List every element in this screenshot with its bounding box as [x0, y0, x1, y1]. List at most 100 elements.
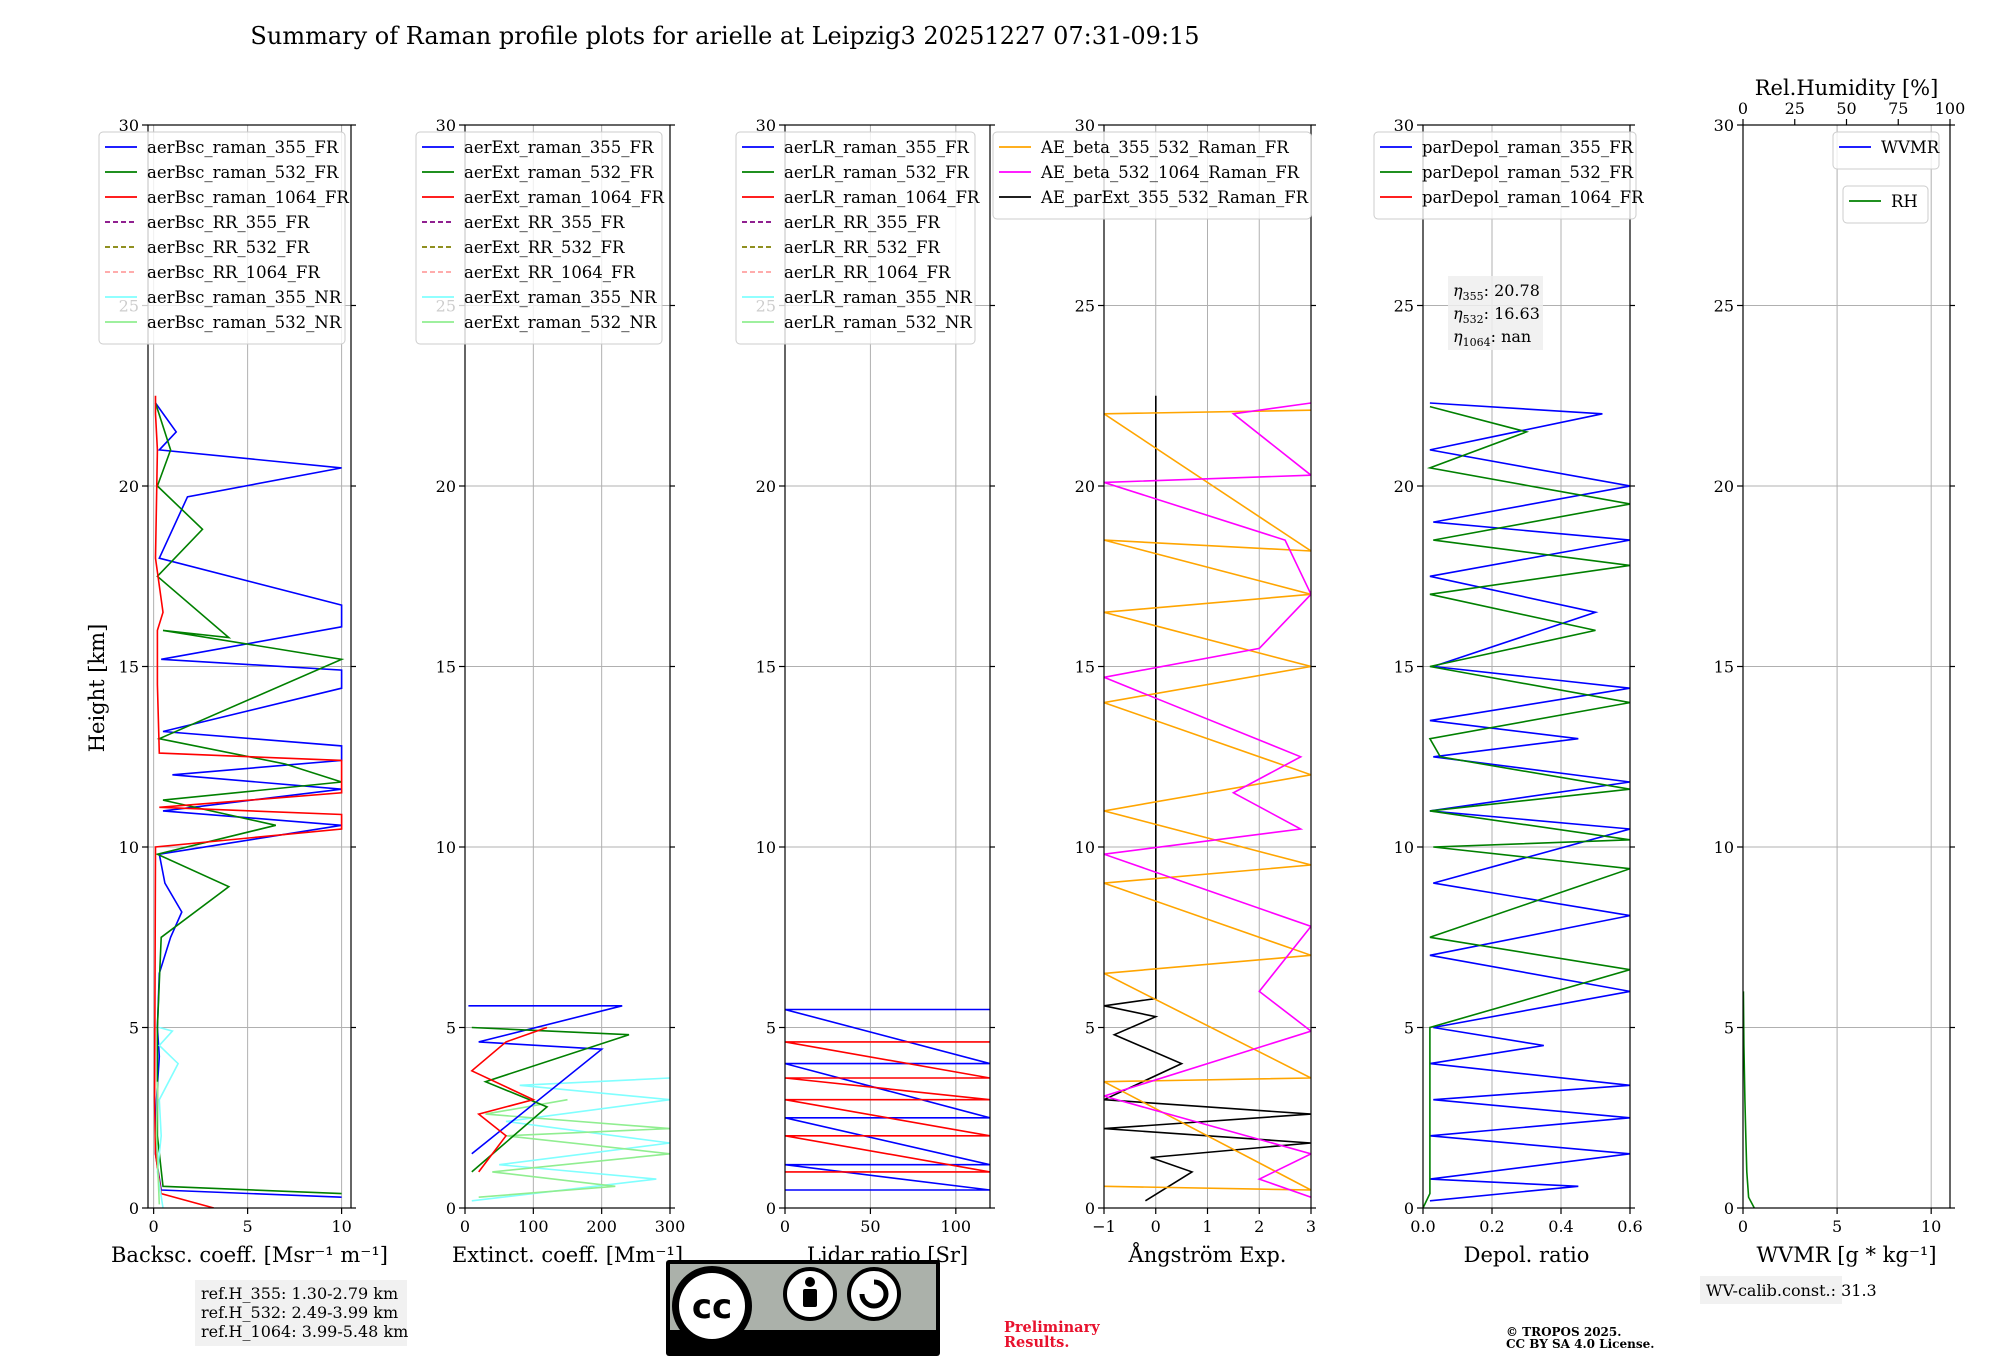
top-axis-label: Rel.Humidity [%] [1755, 76, 1939, 100]
x-tick-label: 0 [780, 1217, 790, 1236]
y-tick-label: 30 [119, 116, 139, 135]
by-person-head [805, 1277, 815, 1287]
x-tick-label: 100 [941, 1217, 972, 1236]
eta-box-bg [1448, 276, 1543, 350]
legend-entry: aerBsc_raman_355_NR [147, 288, 342, 307]
x-tick-label: 1 [1202, 1217, 1212, 1236]
x-axis-label: Ångström Exp. [1128, 1242, 1287, 1267]
x-tick-label: 0.0 [1410, 1217, 1435, 1236]
eta-355: η355: 20.78 [1453, 281, 1540, 303]
sa-share-icon [847, 1267, 901, 1321]
legend-entry: parDepol_raman_1064_FR [1422, 188, 1644, 207]
series-line-parDepol_raman_532_FR [1423, 405, 1630, 1208]
cc-icon-text: cc [692, 1287, 732, 1327]
y-tick-label: 30 [756, 116, 776, 135]
y-tick-label: 5 [1724, 1019, 1734, 1038]
ref-heights-box: ref.H_355: 1.30-2.79 km ref.H_532: 2.49-… [195, 1280, 408, 1346]
x-tick-label: 0.2 [1479, 1217, 1504, 1236]
x-tick-label: 300 [655, 1217, 686, 1236]
y-tick-label: 15 [119, 658, 139, 677]
eta-1064: η1064: nan [1453, 327, 1531, 349]
wv-calib-const: WV-calib.const.: 31.3 [1706, 1281, 1877, 1300]
legend-entry: aerLR_RR_355_FR [784, 213, 940, 232]
y-tick-label: 10 [1075, 838, 1095, 857]
top-tick-label: 100 [1935, 99, 1966, 118]
x-tick-label: 5 [1832, 1217, 1842, 1236]
legend-entry: aerLR_raman_532_NR [784, 313, 972, 332]
x-tick-label: 10 [331, 1217, 351, 1236]
legend: AE_beta_355_532_Raman_FR AE_beta_532_1064… [992, 131, 1312, 220]
series-line-AE_beta_355_532_Raman_FR [1104, 409, 1311, 1191]
x-tick-label: 0.6 [1617, 1217, 1642, 1236]
x-tick-label: 200 [586, 1217, 617, 1236]
legend-entry: aerBsc_RR_532_FR [147, 238, 310, 257]
x-tick-label: 50 [860, 1217, 880, 1236]
legend-entry: aerLR_RR_1064_FR [784, 263, 951, 282]
y-tick-label: 10 [436, 838, 456, 857]
badge-sa-label: SA [858, 1333, 887, 1355]
y-tick-label: 20 [436, 477, 456, 496]
x-tick-label: 0 [460, 1217, 470, 1236]
series-line-aerBsc_raman_1064_FR [153, 395, 343, 1208]
y-axis-label: Height [km] [85, 624, 109, 753]
eta-box: η355: 20.78 η532: 16.63 η1064: nan [1448, 276, 1543, 350]
legend-frame [992, 131, 1312, 220]
legend-frame [1832, 131, 1940, 170]
ref-h-355: ref.H_355: 1.30-2.79 km [201, 1284, 398, 1303]
x-tick-label: 10 [1921, 1217, 1941, 1236]
legend-entry: parDepol_raman_532_FR [1422, 163, 1634, 182]
y-tick-label: 25 [1714, 297, 1734, 316]
legend-entry: aerBsc_RR_355_FR [147, 213, 310, 232]
y-tick-label: 20 [1075, 477, 1095, 496]
legend-entry: aerExt_RR_355_FR [464, 213, 625, 232]
y-tick-label: 25 [1075, 297, 1095, 316]
legend-entry: aerLR_raman_355_NR [784, 288, 972, 307]
y-tick-label: 0 [766, 1199, 776, 1218]
series-line-aerBsc_raman_532_FR [154, 402, 345, 1195]
top-tick-label: 75 [1888, 99, 1908, 118]
preliminary-line2: Results. [1004, 1334, 1069, 1351]
series-line-aerExt_raman_1064_FR [470, 1026, 548, 1173]
legend: RH [1842, 185, 1929, 224]
x-axis-label: Backsc. coeff. [Msr⁻¹ m⁻¹] [111, 1243, 388, 1267]
series-line-aerExt_raman_532_FR [471, 1026, 630, 1173]
panel-backscatter: 0510051015202530Backsc. coeff. [Msr⁻¹ m⁻… [98, 116, 388, 1267]
y-tick-label: 15 [1714, 658, 1734, 677]
legend-frame [415, 131, 663, 345]
y-tick-label: 0 [1724, 1199, 1734, 1218]
legend-entry: AE_beta_355_532_Raman_FR [1040, 138, 1289, 157]
legend-entry: aerLR_raman_355_FR [784, 138, 969, 157]
series-line-aerExt_raman_355_NR [471, 1077, 670, 1202]
panels: 0510051015202530Backsc. coeff. [Msr⁻¹ m⁻… [98, 76, 1966, 1267]
legend: parDepol_raman_355_FR parDepol_raman_532_… [1373, 131, 1644, 220]
x-axis-label: Extinct. coeff. [Mm⁻¹] [452, 1243, 683, 1267]
y-tick-label: 20 [756, 477, 776, 496]
y-tick-label: 5 [446, 1019, 456, 1038]
legend: WVMR [1832, 131, 1940, 170]
legend-entry: aerLR_raman_1064_FR [784, 188, 980, 207]
series-line-aerExt_raman_355_FR [468, 1005, 623, 1155]
y-tick-label: 10 [119, 838, 139, 857]
x-tick-label: −1 [1092, 1217, 1116, 1236]
series-line-WVMR [1743, 991, 1756, 1208]
legend-frame [735, 131, 976, 345]
x-axis-label: Depol. ratio [1464, 1243, 1590, 1267]
legend-entry: aerExt_RR_532_FR [464, 238, 625, 257]
legend-entry: aerExt_raman_1064_FR [464, 188, 664, 207]
preliminary-line1: Preliminary [1004, 1319, 1100, 1336]
y-tick-label: 15 [1075, 658, 1095, 677]
y-tick-label: 0 [1404, 1199, 1414, 1218]
y-tick-label: 30 [1394, 116, 1414, 135]
wv-calib-box: WV-calib.const.: 31.3 [1700, 1276, 1877, 1304]
legend-entry: aerExt_raman_532_NR [464, 313, 657, 332]
top-tick-label: 50 [1836, 99, 1856, 118]
y-tick-label: 5 [1404, 1019, 1414, 1038]
y-tick-label: 10 [1714, 838, 1734, 857]
x-tick-label: 100 [518, 1217, 549, 1236]
legend-entry: aerLR_raman_532_FR [784, 163, 969, 182]
panel-lidar_ratio: 050100051015202530Lidar ratio [Sr]aerLR_… [735, 116, 995, 1267]
cc-by-sa-badge: cc BY SA [666, 1260, 940, 1356]
y-tick-label: 10 [1394, 838, 1414, 857]
